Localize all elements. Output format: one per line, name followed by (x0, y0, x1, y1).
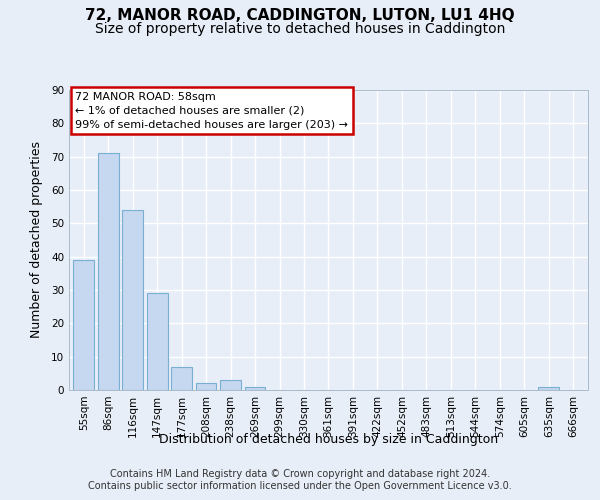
Bar (538, 386, 559, 390)
Bar (73, 260, 94, 390)
Bar (98, 154, 119, 390)
Text: Size of property relative to detached houses in Caddington: Size of property relative to detached ho… (95, 22, 505, 36)
Text: 72 MANOR ROAD: 58sqm
← 1% of detached houses are smaller (2)
99% of semi-detache: 72 MANOR ROAD: 58sqm ← 1% of detached ho… (75, 92, 348, 130)
Bar (122, 210, 143, 390)
Bar (171, 366, 192, 390)
Bar (196, 384, 217, 390)
Text: 72, MANOR ROAD, CADDINGTON, LUTON, LU1 4HQ: 72, MANOR ROAD, CADDINGTON, LUTON, LU1 4… (85, 8, 515, 22)
Bar (220, 380, 241, 390)
Bar (147, 294, 167, 390)
Y-axis label: Number of detached properties: Number of detached properties (29, 142, 43, 338)
Bar (245, 386, 265, 390)
Text: Contains HM Land Registry data © Crown copyright and database right 2024.
Contai: Contains HM Land Registry data © Crown c… (88, 469, 512, 491)
Text: Distribution of detached houses by size in Caddington: Distribution of detached houses by size … (159, 432, 499, 446)
